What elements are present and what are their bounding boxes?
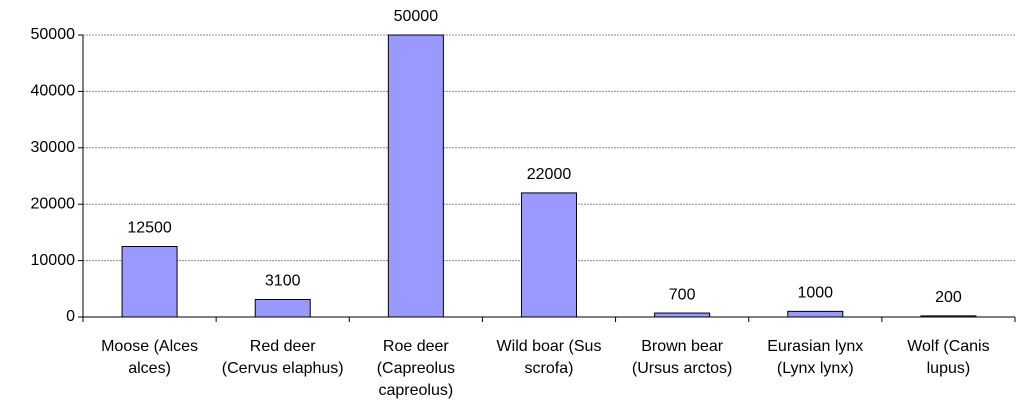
value-label: 22000 — [527, 166, 572, 183]
bar — [521, 192, 577, 318]
value-label: 12500 — [127, 220, 172, 237]
x-tick-label: Wild boar (Sus scrofa) — [496, 338, 602, 377]
y-tick-label: 20000 — [31, 195, 76, 212]
y-tick-label: 50000 — [31, 26, 76, 43]
y-tick-label: 30000 — [31, 139, 76, 156]
x-tick-label-box: Red deer (Cervus elaphus) — [221, 338, 344, 377]
x-tick-label-box: Roe deer (Capreolus capreolus) — [376, 338, 455, 399]
value-label: 50000 — [394, 8, 439, 25]
value-label: 200 — [935, 289, 962, 306]
x-tick-label-box: Wild boar (Sus scrofa) — [496, 338, 602, 377]
bar — [387, 34, 444, 318]
bar — [787, 310, 844, 318]
value-label: 1000 — [797, 285, 833, 302]
bar — [920, 315, 977, 318]
x-tick-label-box: Moose (Alces alces) — [101, 338, 199, 377]
x-tick-label-box: Brown bear (Ursus arctos) — [631, 338, 733, 377]
x-tick-label: Red deer (Cervus elaphus) — [221, 338, 344, 377]
x-tick-label: Roe deer (Capreolus capreolus) — [376, 338, 455, 399]
x-tick-label-box: Wolf (Canis lupus) — [907, 338, 990, 377]
y-tick-label: 40000 — [31, 83, 76, 100]
x-tick-label: Moose (Alces alces) — [101, 338, 199, 377]
value-label: 3100 — [265, 273, 301, 290]
y-tick-label: 0 — [66, 308, 75, 325]
x-tick-label: Wolf (Canis lupus) — [907, 338, 990, 377]
y-tick-label: 10000 — [31, 252, 76, 269]
bar — [121, 246, 178, 318]
bar — [254, 299, 311, 318]
x-tick-label: Brown bear (Ursus arctos) — [631, 338, 733, 377]
value-label: 700 — [669, 286, 696, 303]
bar — [654, 312, 711, 318]
x-tick-label: Eurasian lynx (Lynx lynx) — [767, 338, 864, 377]
x-tick-label-box: Eurasian lynx (Lynx lynx) — [767, 338, 864, 377]
